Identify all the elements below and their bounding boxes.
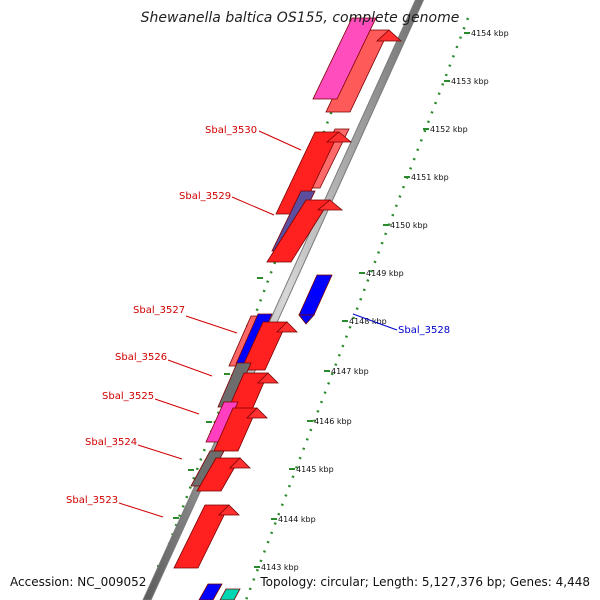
gene-label-sbal-3528-line	[352, 313, 398, 331]
gene-label-sbal-3523-line	[118, 502, 164, 518]
gene-label-sbal-3525-line	[154, 398, 200, 415]
ruler-label: 4152 kbp	[430, 125, 468, 134]
genome-summary-text: Topology: circular; Length: 5,127,376 bp…	[259, 575, 590, 589]
gene-label-sbal-3527-line	[185, 315, 238, 334]
gene-block	[298, 274, 333, 316]
gene-label-sbal-3529-line	[231, 196, 275, 216]
ruler-label: 4146 kbp	[314, 417, 352, 426]
backbone-bar	[142, 0, 425, 600]
gene-label-sbal-3529: Sbal_3529	[179, 191, 231, 202]
features	[173, 17, 403, 600]
gene-arrowhead	[257, 372, 279, 384]
ruler-label: 4153 kbp	[451, 77, 489, 86]
labels: 4154 kbp 4153 kbp 4152 kbp 4151 kbp 4150 kbp…	[66, 29, 509, 572]
ruler-label: 4145 kbp	[296, 465, 334, 474]
gene-block	[173, 504, 230, 569]
gene-block	[312, 17, 377, 100]
gene-label-sbal-3530-line	[258, 130, 302, 151]
map-title: Shewanella baltica OS155, complete genom…	[141, 10, 460, 26]
gene-label-sbal-3526: Sbal_3526	[115, 352, 167, 363]
backbone	[142, 0, 425, 600]
gene-arrowhead	[229, 457, 251, 469]
gene-label-sbal-3526-line	[167, 359, 213, 377]
ruler-label: 4147 kbp	[331, 367, 369, 376]
gene-label-sbal-3523: Sbal_3523	[66, 495, 118, 506]
gene-label-sbal-3525: Sbal_3525	[102, 391, 154, 402]
ruler-label: 4143 kbp	[261, 563, 299, 572]
ruler-label: 4151 kbp	[411, 173, 449, 182]
gene-arrowhead	[218, 504, 240, 516]
gene-block	[219, 588, 241, 600]
ruler-label: 4154 kbp	[471, 29, 509, 38]
gene-block	[213, 407, 258, 452]
right-ruler-line	[244, 17, 470, 600]
gene-block	[266, 199, 331, 263]
gene-arrowhead	[276, 321, 298, 333]
gene-arrowhead	[375, 29, 403, 42]
gene-block	[198, 583, 223, 600]
ruler-label: 4150 kbp	[390, 221, 428, 230]
gene-arrowhead	[246, 407, 268, 419]
gene-label-sbal-3530: Sbal_3530	[205, 125, 257, 136]
gene-arrowhead	[316, 199, 344, 211]
ruler-label: 4149 kbp	[366, 269, 404, 278]
gene-block	[240, 321, 288, 371]
gene-arrowhead	[325, 131, 353, 143]
gene-block	[196, 457, 241, 492]
gene-label-sbal-3528: Sbal_3528	[398, 325, 450, 336]
gene-arrowhead	[298, 314, 315, 325]
accession-text: Accession: NC_009052	[10, 575, 146, 589]
ruler-label: 4144 kbp	[278, 515, 316, 524]
gene-label-sbal-3524: Sbal_3524	[85, 437, 137, 448]
ruler-label: 4148 kbp	[349, 317, 387, 326]
gene-label-sbal-3527: Sbal_3527	[133, 305, 185, 316]
left-ruler-line	[146, 27, 365, 600]
gene-label-sbal-3524-line	[137, 444, 183, 460]
